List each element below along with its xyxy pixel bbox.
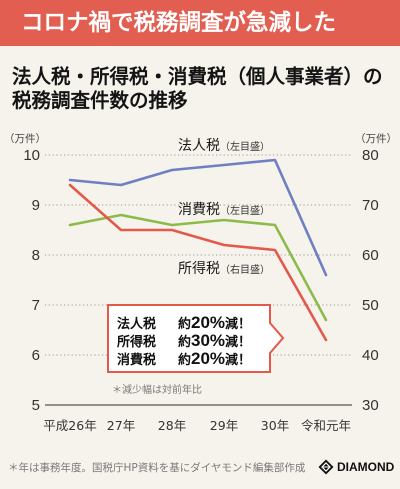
- callout-row-shouhizei: 消費税 約 20% 減！: [117, 349, 252, 369]
- series-label: 所得税（右目盛）: [178, 260, 270, 277]
- source-note: ＊年は事務年度。国税庁HP資料を基にダイヤモンド編集部作成: [8, 462, 306, 474]
- callout-suffix: 減！: [225, 353, 252, 368]
- x-tick-label: 27年: [107, 418, 135, 433]
- series-label-axis-note: （左目盛）: [220, 140, 270, 153]
- series-labels: 法人税（左目盛）消費税（左目盛）所得税（右目盛）: [178, 138, 270, 277]
- series-label-name: 法人税: [178, 138, 220, 154]
- left-tick-label: 8: [32, 247, 40, 264]
- right-tick-label: 60: [362, 247, 379, 264]
- right-tick-label: 70: [362, 197, 379, 214]
- callout-note: ＊減少幅は対前年比: [112, 385, 202, 396]
- series-label: 法人税（左目盛）: [178, 138, 270, 154]
- callout-tax-name: 所得税: [117, 335, 157, 350]
- logo-text: DIAMOND: [337, 460, 395, 474]
- series-line-2: [68, 183, 328, 342]
- x-tick-label: 平成26年: [43, 418, 96, 433]
- headline-banner: コロナ禍で税務調査が急減した: [0, 0, 400, 46]
- axes: 10 9 8 7 6 5 80 70 60 50 40 30 平成26年 27年 28年 29年 30年 令和元年: [23, 147, 378, 433]
- series-line-1: [68, 213, 328, 322]
- left-axis-unit: （万件）: [4, 133, 46, 145]
- x-tick-label: 29年: [210, 418, 238, 433]
- headline: コロナ禍で税務調査が急減した: [21, 10, 337, 36]
- callout-prefix: 約: [178, 335, 192, 350]
- chart-title-line-2: 税務調査件数の推移: [12, 89, 188, 112]
- callout-box: [107, 304, 285, 373]
- x-tick-label: 30年: [261, 418, 289, 433]
- series-label: 消費税（左目盛）: [178, 202, 270, 218]
- diamond-logo-icon: [318, 459, 334, 475]
- chart-title-line-1: 法人税・所得税・消費税（個人事業者）の: [12, 65, 383, 88]
- callout-tax-name: 消費税: [117, 353, 157, 368]
- callout-prefix: 約: [178, 353, 192, 368]
- series-label-name: 所得税: [178, 260, 220, 277]
- left-tick-label: 6: [32, 347, 40, 364]
- callout-row-houjinzei: 法人税 約 20% 減！: [117, 313, 252, 333]
- x-tick-label: 28年: [158, 418, 186, 433]
- callout-tax-name: 法人税: [117, 317, 157, 332]
- right-axis-unit: （万件）: [355, 133, 397, 145]
- callout-text: 法人税 約 20% 減！ 所得税 約 30% 減！ 消費税 約 20% 減！: [117, 313, 252, 369]
- series-label-axis-note: （右目盛）: [220, 263, 270, 276]
- right-tick-label: 80: [362, 147, 379, 164]
- publisher-logo: DIAMOND: [318, 458, 394, 476]
- right-tick-label: 40: [362, 347, 379, 364]
- series-lines: [68, 158, 328, 342]
- x-tick-label: 令和元年: [301, 418, 351, 433]
- callout-suffix: 減！: [225, 317, 252, 332]
- left-tick-label: 5: [32, 397, 40, 414]
- callout-percent: 20%: [191, 313, 226, 332]
- left-tick-label: 10: [23, 147, 40, 164]
- left-tick-label: 9: [32, 197, 40, 214]
- right-tick-label: 50: [362, 297, 379, 314]
- series-label-name: 消費税: [178, 202, 220, 218]
- right-tick-label: 30: [362, 397, 379, 414]
- callout-suffix: 減！: [225, 335, 252, 350]
- callout-percent: 30%: [191, 331, 226, 350]
- left-tick-label: 7: [32, 297, 40, 314]
- callout-percent: 20%: [191, 349, 226, 368]
- callout-row-shotokuzei: 所得税 約 30% 減！: [117, 331, 252, 351]
- series-line-0: [68, 158, 328, 277]
- callout-prefix: 約: [178, 317, 192, 332]
- series-label-axis-note: （左目盛）: [220, 204, 270, 217]
